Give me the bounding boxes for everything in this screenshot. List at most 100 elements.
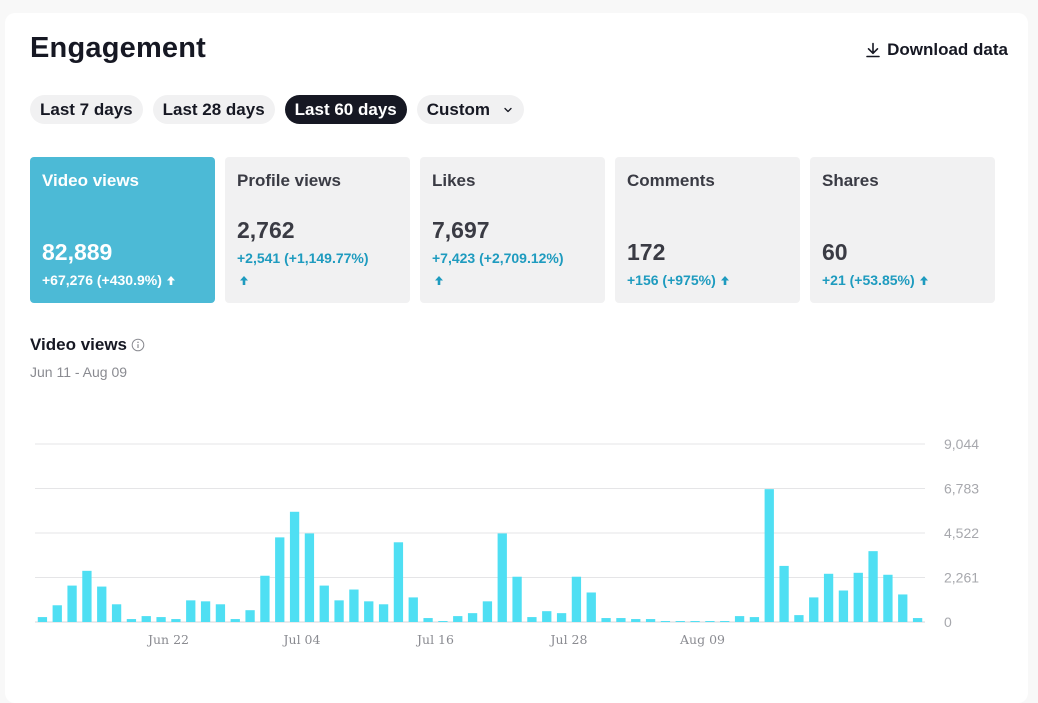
page-title: Engagement <box>30 32 207 64</box>
range-label: Last 60 days <box>294 100 397 119</box>
bar[interactable] <box>764 489 774 622</box>
metric-delta-text: +67,276 (+430.9%) <box>42 272 162 288</box>
bar[interactable] <box>289 511 300 622</box>
metric-card-comments[interactable]: Comments 172 +156 (+975%) <box>615 157 800 303</box>
bar[interactable] <box>141 616 151 622</box>
metric-card-video-views[interactable]: Video views 82,889 +67,276 (+430.9%) <box>30 157 215 303</box>
bar[interactable] <box>423 618 433 622</box>
bar[interactable] <box>616 618 626 622</box>
range-last-28-days[interactable]: Last 28 days <box>152 95 275 124</box>
bar[interactable] <box>186 600 196 622</box>
y-tick-label: 6,783 <box>944 481 979 497</box>
chart-y-tick-labels: 0 2,261 4,522 6,783 9,044 <box>944 436 979 630</box>
bar[interactable] <box>67 585 77 622</box>
bar[interactable] <box>156 617 166 622</box>
download-icon <box>866 42 880 58</box>
bar[interactable] <box>171 619 181 622</box>
bar[interactable] <box>467 613 478 622</box>
range-label: Last 28 days <box>162 100 265 119</box>
bar[interactable] <box>556 613 567 622</box>
metric-value: 7,697 <box>432 217 490 243</box>
range-custom-dropdown[interactable]: Custom <box>416 95 525 124</box>
metric-label: Comments <box>627 171 715 190</box>
arrow-up-icon <box>240 276 248 285</box>
metric-card-shares[interactable]: Shares 60 +21 (+53.85%) <box>810 157 995 303</box>
x-tick-label: Jul 28 <box>549 632 588 647</box>
bar[interactable] <box>868 551 878 622</box>
bar[interactable] <box>260 575 270 622</box>
range-last-60-days[interactable]: Last 60 days <box>284 95 407 124</box>
bar[interactable] <box>898 594 908 622</box>
bar[interactable] <box>809 597 819 622</box>
bar[interactable] <box>497 533 507 622</box>
bar[interactable] <box>52 605 62 622</box>
bar[interactable] <box>111 604 122 622</box>
range-last-7-days[interactable]: Last 7 days <box>30 95 143 124</box>
bar[interactable] <box>97 586 107 622</box>
bar[interactable] <box>601 618 611 622</box>
bar[interactable] <box>912 618 923 622</box>
bar[interactable] <box>794 615 804 622</box>
bar[interactable] <box>349 589 359 622</box>
arrow-up-icon <box>919 276 928 285</box>
bar[interactable] <box>37 617 48 622</box>
bar[interactable] <box>838 590 849 622</box>
range-label: Custom <box>426 100 491 119</box>
chart-gridlines <box>35 443 925 623</box>
chart-date-range: Jun 11 - Aug 09 <box>30 364 128 380</box>
bar[interactable] <box>482 601 493 622</box>
info-icon[interactable] <box>131 338 145 352</box>
bar[interactable] <box>542 611 552 622</box>
bar[interactable] <box>720 621 730 622</box>
y-tick-label: 4,522 <box>944 525 979 541</box>
chart-section-title: Video views <box>30 335 145 355</box>
metric-card-likes[interactable]: Likes 7,697 +7,423 (+2,709.12%) <box>420 157 605 303</box>
date-range-selector: Last 7 days Last 28 days Last 60 days Cu… <box>30 95 525 124</box>
bar[interactable] <box>512 576 522 622</box>
bar[interactable] <box>438 621 448 622</box>
bar[interactable] <box>230 619 240 622</box>
metric-card-profile-views[interactable]: Profile views 2,762 +2,541 (+1,149.77%) <box>225 157 410 303</box>
bar[interactable] <box>823 573 834 622</box>
bar[interactable] <box>334 600 344 622</box>
metric-delta: +7,423 (+2,709.12%) <box>432 250 564 266</box>
bar[interactable] <box>690 621 700 622</box>
bar[interactable] <box>408 597 418 622</box>
bar[interactable] <box>378 604 389 622</box>
metric-delta: +156 (+975%) <box>627 272 730 288</box>
bar[interactable] <box>645 619 656 622</box>
download-label: Download data <box>887 40 1008 59</box>
bar[interactable] <box>304 533 315 622</box>
bar[interactable] <box>705 621 715 622</box>
bar[interactable] <box>779 565 789 622</box>
x-tick-label: Aug 09 <box>679 632 725 647</box>
bar[interactable] <box>393 542 404 622</box>
arrow-up-icon <box>435 276 443 285</box>
bar[interactable] <box>734 616 745 622</box>
bar[interactable] <box>82 570 92 622</box>
metric-delta-text: +156 (+975%) <box>627 272 716 288</box>
bar[interactable] <box>275 537 285 622</box>
bar[interactable] <box>586 592 596 622</box>
arrow-up-icon <box>720 276 729 285</box>
metric-value: 172 <box>627 239 666 265</box>
bar[interactable] <box>631 619 641 622</box>
bar[interactable] <box>749 617 760 622</box>
bar[interactable] <box>571 576 582 622</box>
bar[interactable] <box>364 601 374 622</box>
bar[interactable] <box>245 610 255 622</box>
y-tick-label: 9,044 <box>944 436 979 452</box>
bar[interactable] <box>319 585 329 622</box>
bar[interactable] <box>883 574 893 622</box>
bar[interactable] <box>126 619 137 622</box>
bar[interactable] <box>215 604 226 622</box>
chart-title: Video views <box>30 335 128 354</box>
bar[interactable] <box>453 616 463 622</box>
bar[interactable] <box>200 601 211 622</box>
bar[interactable] <box>527 617 537 622</box>
metric-label: Profile views <box>237 171 341 190</box>
download-data-button[interactable]: Download data <box>865 40 1008 60</box>
bar[interactable] <box>660 621 671 622</box>
bar[interactable] <box>675 621 685 622</box>
bar[interactable] <box>853 572 863 622</box>
